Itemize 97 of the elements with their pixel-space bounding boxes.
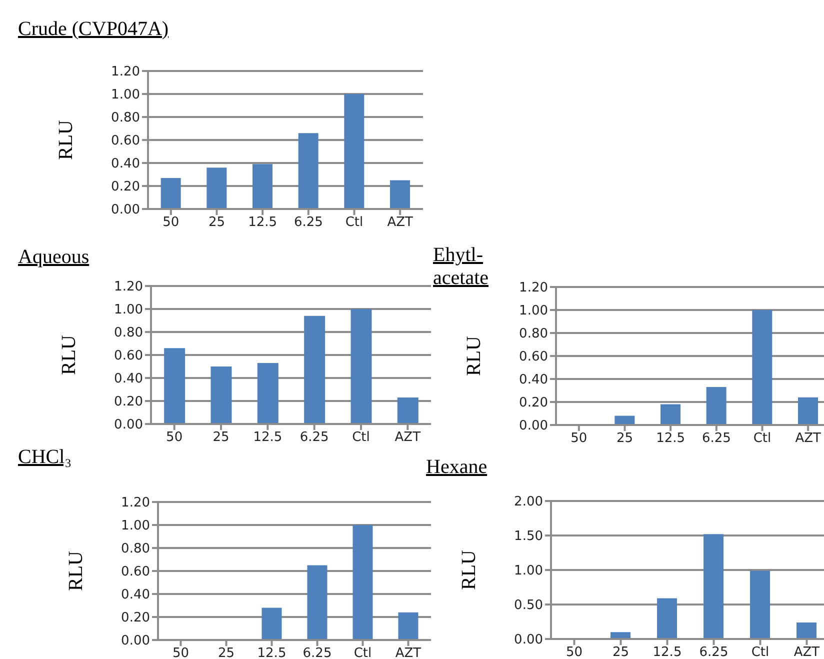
bar	[298, 133, 318, 209]
x-tick-label: 12.5	[248, 215, 278, 230]
x-tick-label: Ctl	[352, 430, 370, 446]
x-tick-label: AZT	[394, 430, 421, 446]
bar	[252, 164, 272, 209]
y-tick-label: 1.00	[111, 88, 140, 103]
y-tick-label: 2.00	[514, 494, 543, 510]
x-tick-label: Ctl	[753, 431, 772, 446]
chart-title: Aqueous	[18, 246, 90, 269]
y-tick-label: 0.80	[111, 110, 140, 126]
x-tick-label: 25	[208, 215, 226, 230]
y-tick-label: 1.00	[114, 302, 143, 318]
bar	[307, 565, 328, 640]
bar	[706, 387, 726, 425]
x-tick-label: Ctl	[751, 645, 770, 659]
x-tick-label: 6.25	[300, 430, 329, 446]
x-tick-label: 12.5	[253, 430, 282, 446]
chart-title: Hexane	[426, 456, 488, 479]
y-tick-label: 0.80	[121, 542, 150, 557]
bar	[752, 310, 772, 425]
y-tick-label: 1.00	[519, 304, 548, 319]
x-tick-label: 50	[166, 430, 183, 446]
bar	[796, 622, 817, 639]
y-tick-label: 0.00	[111, 202, 140, 218]
bar	[304, 316, 326, 424]
bar	[657, 598, 678, 639]
x-tick-label: 25	[616, 431, 634, 446]
bar	[160, 178, 181, 209]
y-tick-label: 1.00	[121, 518, 150, 534]
bar	[750, 570, 770, 639]
bar	[398, 612, 418, 640]
bar	[344, 94, 364, 209]
y-tick-label: 0.60	[519, 350, 548, 365]
bar	[660, 404, 680, 425]
y-tick-label: 0.00	[114, 418, 143, 433]
y-tick-label: 0.60	[114, 348, 143, 364]
x-tick-label: AZT	[387, 215, 414, 230]
chart-title: CHCl₃	[18, 446, 73, 469]
x-tick-label: 6.25	[699, 645, 728, 659]
y-axis-title: RLU	[458, 549, 480, 590]
y-tick-label: 1.20	[121, 496, 150, 511]
chart-title: Crude (CVP047A)	[18, 18, 170, 41]
bar	[352, 525, 373, 640]
y-tick-label: 0.60	[121, 564, 150, 580]
y-tick-label: 1.20	[111, 64, 140, 80]
y-tick-label: 0.40	[121, 588, 150, 603]
bar	[210, 366, 232, 424]
y-tick-label: 0.20	[121, 610, 150, 626]
x-tick-label: 25	[612, 645, 630, 659]
y-tick-label: 0.20	[519, 396, 548, 411]
x-tick-label: 50	[172, 646, 190, 659]
y-tick-label: 1.50	[514, 529, 543, 544]
y-tick-label: 0.40	[519, 372, 548, 388]
x-tick-label: 25	[212, 430, 230, 446]
y-axis-title: RLU	[463, 335, 486, 376]
x-tick-label: AZT	[794, 645, 820, 659]
bar	[206, 168, 227, 209]
bar	[350, 309, 372, 424]
x-tick-label: 6.25	[702, 431, 731, 446]
x-tick-label: 6.25	[294, 215, 323, 230]
x-tick-label: AZT	[795, 431, 822, 446]
y-tick-label: 0.00	[121, 634, 150, 649]
y-tick-label: 1.20	[519, 280, 548, 296]
y-tick-label: 0.50	[514, 598, 543, 614]
bar	[390, 180, 410, 209]
y-tick-label: 0.00	[519, 418, 548, 434]
x-tick-label: 12.5	[656, 431, 686, 446]
y-tick-label: 0.80	[519, 326, 548, 342]
y-tick-label: 1.00	[514, 564, 543, 579]
y-tick-label: 0.40	[111, 156, 140, 172]
bar	[704, 534, 724, 639]
bar	[257, 363, 278, 424]
y-tick-label: 0.00	[514, 632, 543, 648]
x-tick-label: AZT	[395, 646, 422, 659]
x-tick-label: 50	[566, 645, 583, 659]
x-tick-label: 12.5	[257, 646, 286, 659]
x-tick-label: 6.25	[302, 646, 332, 659]
x-tick-label: Ctl	[345, 215, 364, 230]
x-tick-label: 50	[162, 215, 180, 230]
x-tick-label: Ctl	[354, 646, 372, 659]
y-axis-title: RLU	[55, 119, 78, 160]
bar	[262, 608, 282, 640]
y-tick-label: 0.40	[114, 372, 143, 387]
y-tick-label: 0.20	[114, 394, 143, 410]
y-axis-title: RLU	[65, 550, 88, 591]
bar	[397, 398, 418, 424]
y-axis-title: RLU	[58, 334, 80, 375]
bar	[164, 348, 186, 424]
bar	[798, 397, 818, 425]
y-tick-label: 0.20	[111, 180, 140, 195]
chart-title: Ehytl-acetate	[433, 244, 490, 290]
x-tick-label: 25	[218, 646, 235, 659]
y-tick-label: 0.60	[111, 134, 140, 149]
x-tick-label: 50	[570, 431, 588, 446]
y-tick-label: 1.20	[114, 280, 143, 295]
y-tick-label: 0.80	[114, 326, 143, 341]
x-tick-label: 12.5	[652, 645, 682, 659]
